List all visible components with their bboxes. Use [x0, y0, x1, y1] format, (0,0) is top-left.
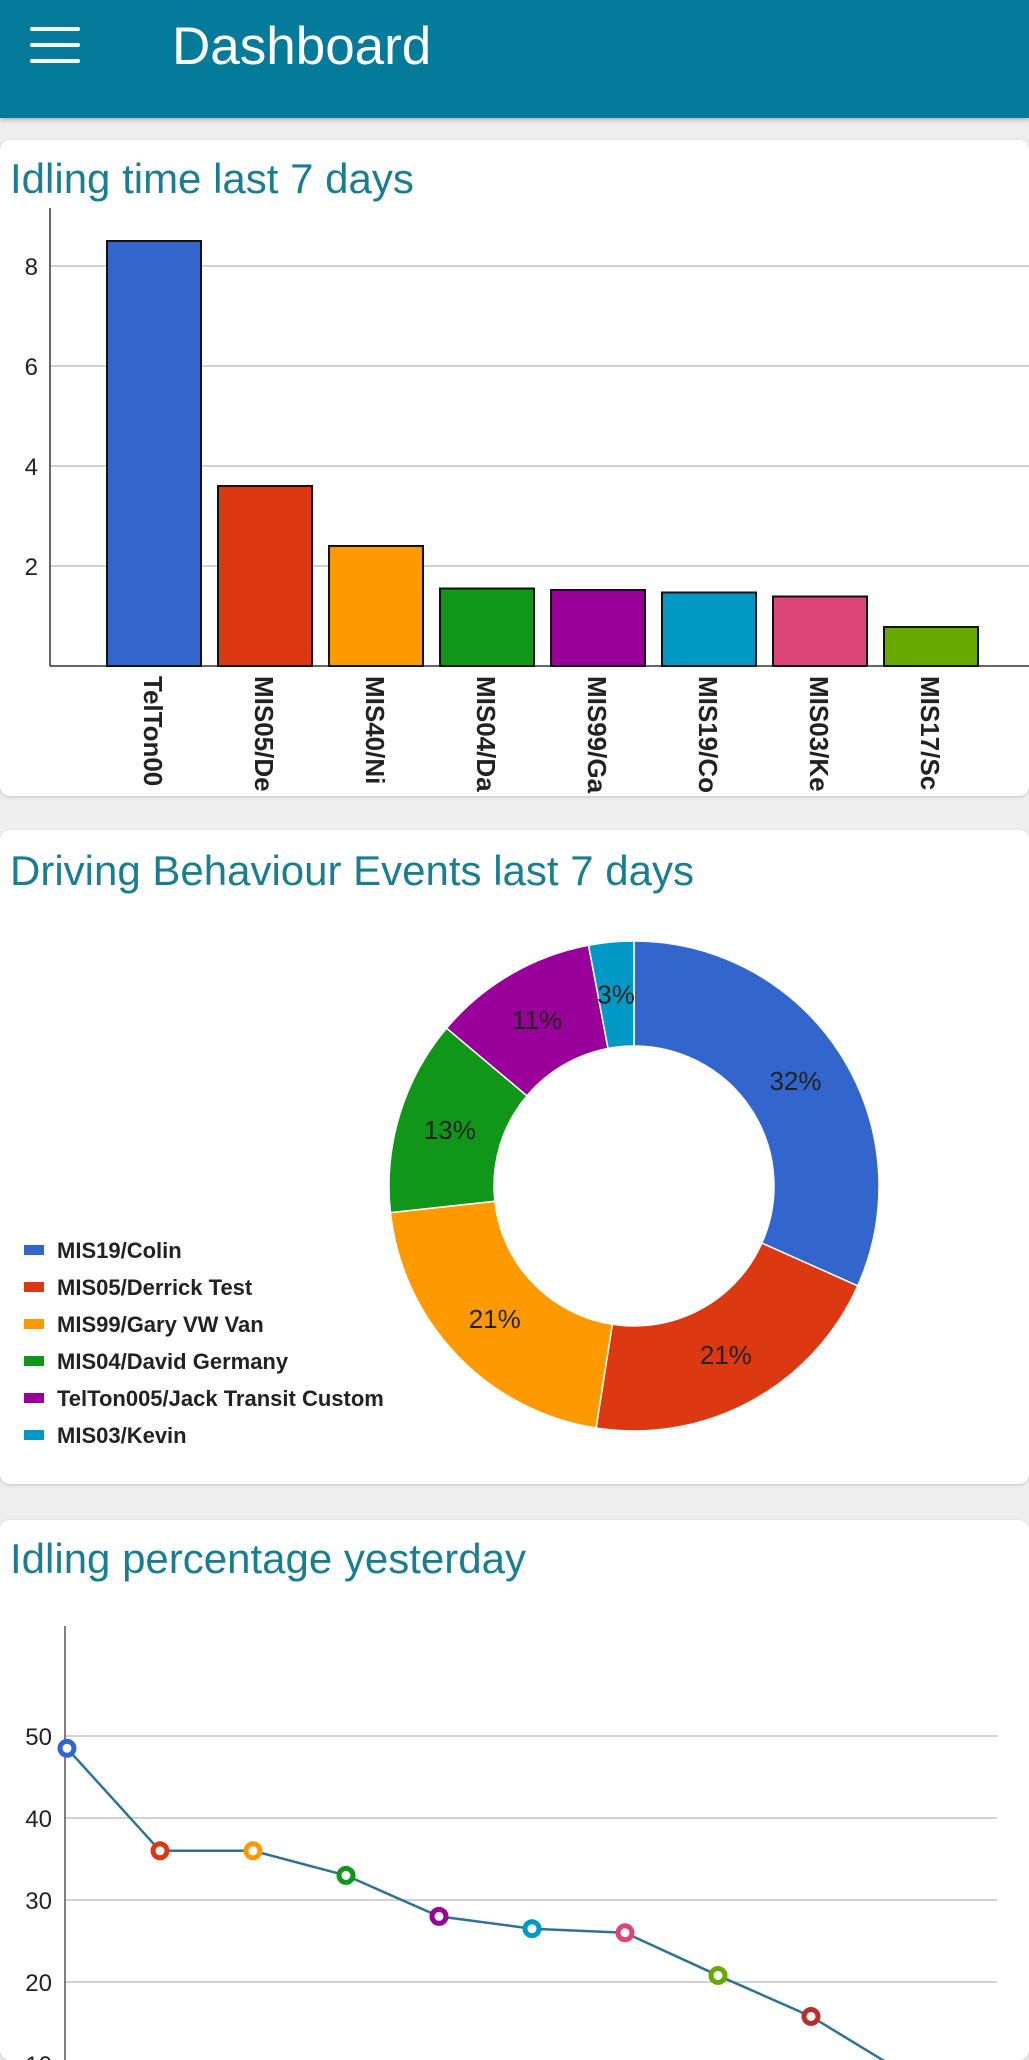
y-tick-label: 8 — [25, 254, 38, 281]
bar[interactable] — [439, 587, 535, 667]
app-bar: Dashboard — [0, 0, 1029, 118]
bar[interactable] — [550, 589, 646, 667]
legend-label: MIS03/Kevin — [57, 1423, 187, 1448]
legend-label: MIS05/Derrick Test — [57, 1275, 253, 1300]
bar[interactable] — [106, 240, 202, 667]
legend-swatch — [24, 1430, 44, 1440]
idling-time-bar-chart: 2 4 6 8 TelTon00 MIS05/De MIS40/Ni MIS04/Da MIS9… — [25, 208, 1029, 794]
slice-label: 21% — [700, 1340, 752, 1370]
y-tick-label: 30 — [25, 1888, 52, 1915]
data-point[interactable] — [150, 1841, 170, 1861]
data-point[interactable] — [57, 1738, 77, 1758]
series-line — [66, 1747, 886, 2060]
data-point[interactable] — [801, 2006, 821, 2026]
bar[interactable] — [661, 591, 757, 667]
donut-hole — [508, 1060, 760, 1312]
donut-inner-ring — [494, 1046, 774, 1326]
legend-label: MIS04/David Germany — [57, 1349, 289, 1374]
hamburger-menu-icon[interactable] — [30, 27, 82, 65]
driving-behaviour-donut-chart: 32% 21% 21% 13% 11% 3% MIS19/Colin MIS05/Derric… — [24, 940, 880, 1448]
legend-swatch — [24, 1356, 44, 1366]
x-tick-label: TelTon00 — [138, 676, 168, 786]
idling-percentage-title: Idling percentage yesterday — [10, 1535, 526, 1582]
pie-slice[interactable] — [389, 1200, 614, 1429]
x-tick-label: MIS19/Co — [693, 676, 723, 793]
y-tick-label: 6 — [25, 354, 38, 381]
y-tick-label: 20 — [25, 1970, 52, 1997]
page-title: Dashboard — [172, 17, 432, 76]
driving-behaviour-title: Driving Behaviour Events last 7 days — [10, 847, 694, 894]
x-tick-label: MIS04/Da — [471, 676, 501, 792]
idling-time-title: Idling time last 7 days — [10, 155, 414, 202]
data-point[interactable] — [243, 1841, 263, 1861]
data-point[interactable] — [522, 1919, 542, 1939]
y-tick-label: 4 — [25, 454, 38, 481]
legend-swatch — [24, 1282, 44, 1292]
pie-slice[interactable] — [587, 940, 635, 1050]
idling-time-card: Idling time last 7 days 2 4 6 8 TelTon00 MIS0… — [0, 140, 1029, 796]
x-tick-label: MIS03/Ke — [804, 676, 834, 792]
slice-label: 11% — [512, 1005, 562, 1035]
legend-swatch — [24, 1245, 44, 1255]
data-point[interactable] — [429, 1906, 449, 1926]
bar[interactable] — [328, 545, 424, 667]
bar[interactable] — [217, 485, 313, 667]
x-tick-label: MIS99/Ga — [582, 676, 612, 794]
y-tick-label: 10 — [25, 2052, 52, 2060]
legend-label: MIS99/Gary VW Van — [57, 1312, 264, 1337]
data-point[interactable] — [708, 1965, 728, 1985]
pie-slice[interactable] — [633, 940, 880, 1287]
slice-label: 21% — [469, 1304, 521, 1334]
legend-swatch — [24, 1393, 44, 1403]
y-tick-label: 2 — [25, 554, 38, 581]
data-point[interactable] — [615, 1923, 635, 1943]
legend-label: TelTon005/Jack Transit Custom — [57, 1386, 384, 1411]
x-tick-label: MIS40/Ni — [360, 676, 390, 784]
idling-percentage-card: Idling percentage yesterday 10 20 30 40 50 — [0, 1520, 1029, 2060]
y-tick-label: 50 — [25, 1724, 52, 1751]
slice-label: 32% — [769, 1066, 821, 1096]
x-tick-label: MIS17/Sc — [915, 676, 945, 790]
pie-slice[interactable] — [595, 1242, 859, 1432]
idling-percentage-line-chart: 10 20 30 40 50 — [25, 1626, 997, 2060]
bar[interactable] — [772, 595, 868, 667]
bar[interactable] — [883, 626, 979, 667]
driving-behaviour-card: Driving Behaviour Events last 7 days 32%… — [0, 830, 1029, 1484]
x-tick-label: MIS05/De — [249, 676, 279, 792]
legend-label: MIS19/Colin — [57, 1238, 182, 1263]
slice-label: 3% — [597, 979, 635, 1009]
slice-label: 13% — [424, 1115, 476, 1145]
legend-swatch — [24, 1319, 44, 1329]
y-tick-label: 40 — [25, 1806, 52, 1833]
data-point[interactable] — [336, 1865, 356, 1885]
